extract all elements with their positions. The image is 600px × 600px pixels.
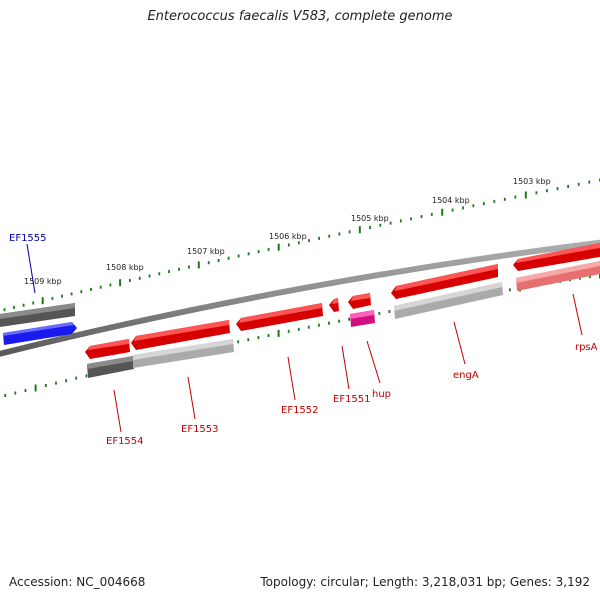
gene-label-ef1551: EF1551 [333, 394, 371, 405]
kbp-label-1509: 1509 kbp [24, 277, 62, 286]
genome-backbone [0, 239, 600, 357]
gene-label-ef1555: EF1555 [9, 233, 47, 244]
leader-engA [453, 321, 466, 365]
leader-hup [366, 340, 381, 384]
gene-label-rpsA: rpsA [575, 342, 598, 353]
leader-ef1555 [26, 243, 36, 294]
genome-stats-text: Topology: circular; Length: 3,218,031 bp… [260, 575, 590, 589]
gene-ef1555-blue[interactable] [3, 322, 77, 345]
map-title: Enterococcus faecalis V583, complete gen… [147, 9, 453, 24]
gene-label-engA: engA [453, 370, 479, 381]
gene-ef1554-red[interactable] [85, 339, 130, 359]
gene-label-ef1552: EF1552 [281, 405, 319, 416]
gene-rpsA-red[interactable] [513, 242, 600, 271]
gene-label-ef1554: EF1554 [106, 436, 144, 447]
kbp-label-1506: 1506 kbp [269, 232, 307, 241]
gene-ef1554-dark[interactable] [87, 356, 134, 378]
kbp-label-1504: 1504 kbp [432, 196, 470, 205]
gene-ef1555-dark[interactable] [0, 303, 75, 327]
kbp-label-1505: 1505 kbp [351, 214, 389, 223]
gene-hup-magenta[interactable] [350, 310, 375, 327]
leader-ef1551 [341, 345, 350, 390]
leader-ef1552 [287, 356, 296, 401]
gene-ef1551-red[interactable] [329, 298, 339, 312]
gene-label-ef1553: EF1553 [181, 424, 219, 435]
gene-engA-gray[interactable] [394, 282, 503, 319]
kbp-label-1507: 1507 kbp [187, 247, 225, 256]
outer-tick-track [3, 178, 600, 312]
kbp-label-1508: 1508 kbp [106, 263, 144, 272]
gene-ef1553-gray[interactable] [133, 339, 234, 368]
gene-ef1553-red[interactable] [131, 320, 230, 350]
leader-ef1553 [187, 376, 196, 420]
leader-rpsA [572, 293, 583, 336]
kbp-label-1503: 1503 kbp [513, 177, 551, 186]
gene-engA-red[interactable] [391, 264, 498, 299]
gene-rpsA-pink[interactable] [516, 260, 600, 291]
gene-ef1552-red[interactable] [236, 303, 323, 331]
accession-text: Accession: NC_004668 [9, 575, 146, 589]
leader-ef1554 [113, 389, 122, 433]
gene-label-hup: hup [372, 389, 391, 400]
gene-hup-red[interactable] [348, 293, 371, 309]
